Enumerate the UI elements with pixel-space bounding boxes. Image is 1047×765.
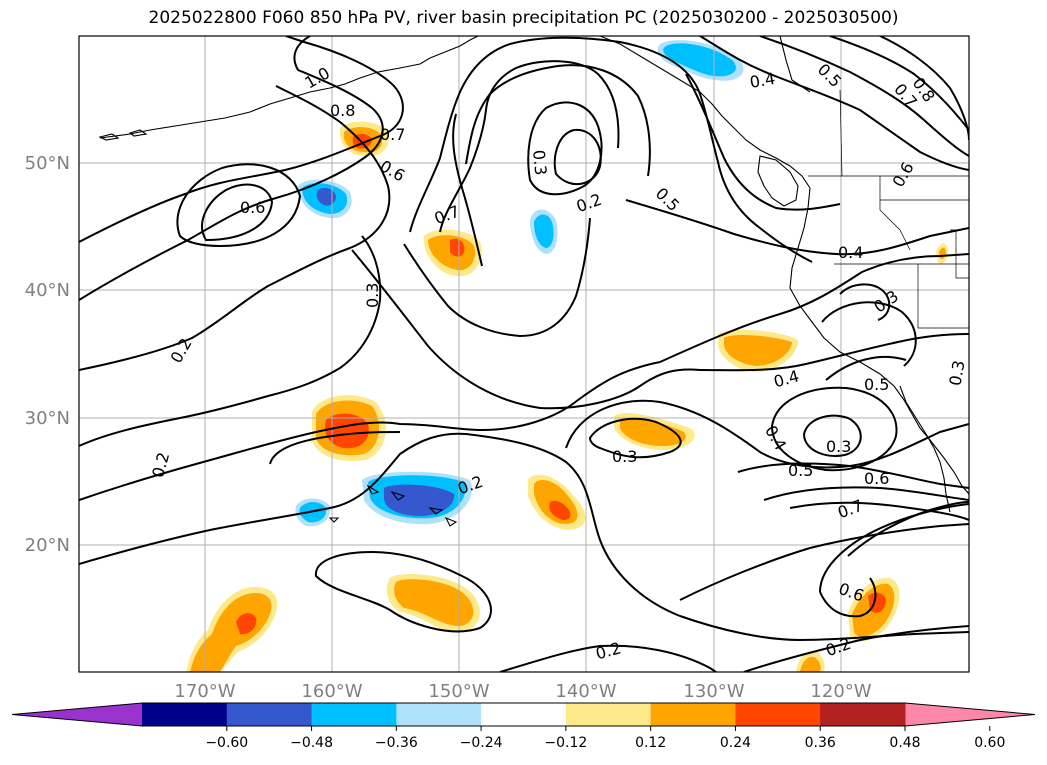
contour-label: 0.4 xyxy=(748,69,776,92)
contour-label: 0.6 xyxy=(864,469,889,488)
gridlines xyxy=(79,36,969,672)
colorbar-swatch xyxy=(142,703,228,726)
contour-label: 0.3 xyxy=(945,359,968,387)
colorbar-swatch xyxy=(311,703,397,726)
colorbar-swatch xyxy=(226,703,313,726)
precip-anomaly-negative xyxy=(316,188,336,206)
lat-label: 40°N xyxy=(25,280,70,301)
longitude-labels: 170°W 160°W 150°W 140°W 130°W 120°W xyxy=(174,681,871,702)
colorbar-swatch xyxy=(481,703,567,726)
colorbar-swatch xyxy=(820,703,906,726)
lon-label: 150°W xyxy=(428,681,489,702)
lat-label: 20°N xyxy=(25,535,70,556)
contour-label: 0.5 xyxy=(788,461,813,480)
lat-label: 50°N xyxy=(25,153,70,174)
colorbar: −0.60 −0.48 −0.36 −0.24 −0.12 0.12 0.24 0.36 0.4… xyxy=(11,702,1036,751)
contour-label: 0.5 xyxy=(864,375,889,394)
map-frame xyxy=(78,35,970,673)
precip-anomaly-positive xyxy=(549,500,571,520)
colorbar-tick-label: 0.48 xyxy=(889,735,920,751)
lon-label: 130°W xyxy=(683,681,744,702)
precip-anomaly-positive xyxy=(236,613,257,635)
map-area: 1.0 0.8 0.7 0.6 0.6 0.7 0.3 0.2 0.5 0.4 … xyxy=(79,36,969,672)
precip-anomaly-positive xyxy=(724,335,792,366)
colorbar-swatch xyxy=(396,703,482,726)
precip-anomaly-negative xyxy=(534,214,554,248)
colorbar-tick-label: −0.36 xyxy=(375,735,418,751)
precip-anomaly-positive xyxy=(450,238,465,257)
contour-label: 0.6 xyxy=(240,198,265,217)
colorbar-extend-min xyxy=(12,703,142,726)
colorbar-outline xyxy=(11,702,1036,727)
lat-label: 30°N xyxy=(25,408,70,429)
colorbar-swatch xyxy=(565,703,652,726)
contour-label: 0.3 xyxy=(612,447,637,466)
coastlines xyxy=(98,36,969,527)
colorbar-tick-label: −0.24 xyxy=(460,735,503,751)
lon-label: 170°W xyxy=(174,681,235,702)
contour-label: 0.3 xyxy=(826,437,851,456)
colorbar-tick-label: 0.24 xyxy=(720,735,751,751)
contour-labels: 1.0 0.8 0.7 0.6 0.6 0.7 0.3 0.2 0.5 0.4 … xyxy=(148,60,968,664)
colorbar-tick-label: 0.12 xyxy=(635,735,666,751)
colorbar-tick-label: −0.60 xyxy=(205,735,248,751)
colorbar-extend-max xyxy=(905,703,1035,726)
precip-anomaly-negative xyxy=(384,484,455,516)
colorbar-swatch xyxy=(650,703,736,726)
lon-label: 140°W xyxy=(555,681,616,702)
precip-anomaly-negative xyxy=(663,43,736,77)
lon-label: 120°W xyxy=(810,681,871,702)
precip-anomaly-positive xyxy=(190,592,272,672)
contour-label: 0.3 xyxy=(363,283,382,308)
latitude-labels: 50°N 40°N 30°N 20°N xyxy=(25,153,70,556)
precip-anomaly-positive xyxy=(394,579,474,626)
precip-anomaly-positive xyxy=(620,417,686,446)
colorbar-tick-label: 0.60 xyxy=(974,735,1005,751)
contour-label: 0.7 xyxy=(380,125,405,144)
precip-anomaly-positive xyxy=(324,413,369,449)
pv-contours xyxy=(79,36,969,672)
contour-label: 0.4 xyxy=(838,243,863,262)
contour-label: 0.8 xyxy=(330,101,355,120)
political-borders xyxy=(808,89,969,329)
contour-label: 0.3 xyxy=(529,149,550,176)
lon-label: 160°W xyxy=(301,681,362,702)
map-title: 2025022800 F060 850 hPa PV, river basin … xyxy=(148,8,899,28)
colorbar-swatch xyxy=(735,703,821,726)
colorbar-tick-label: −0.48 xyxy=(290,735,333,751)
colorbar-tick-label: −0.12 xyxy=(544,735,587,751)
precip-anomaly-positive xyxy=(800,656,821,672)
colorbar-tick-label: 0.36 xyxy=(805,735,836,751)
